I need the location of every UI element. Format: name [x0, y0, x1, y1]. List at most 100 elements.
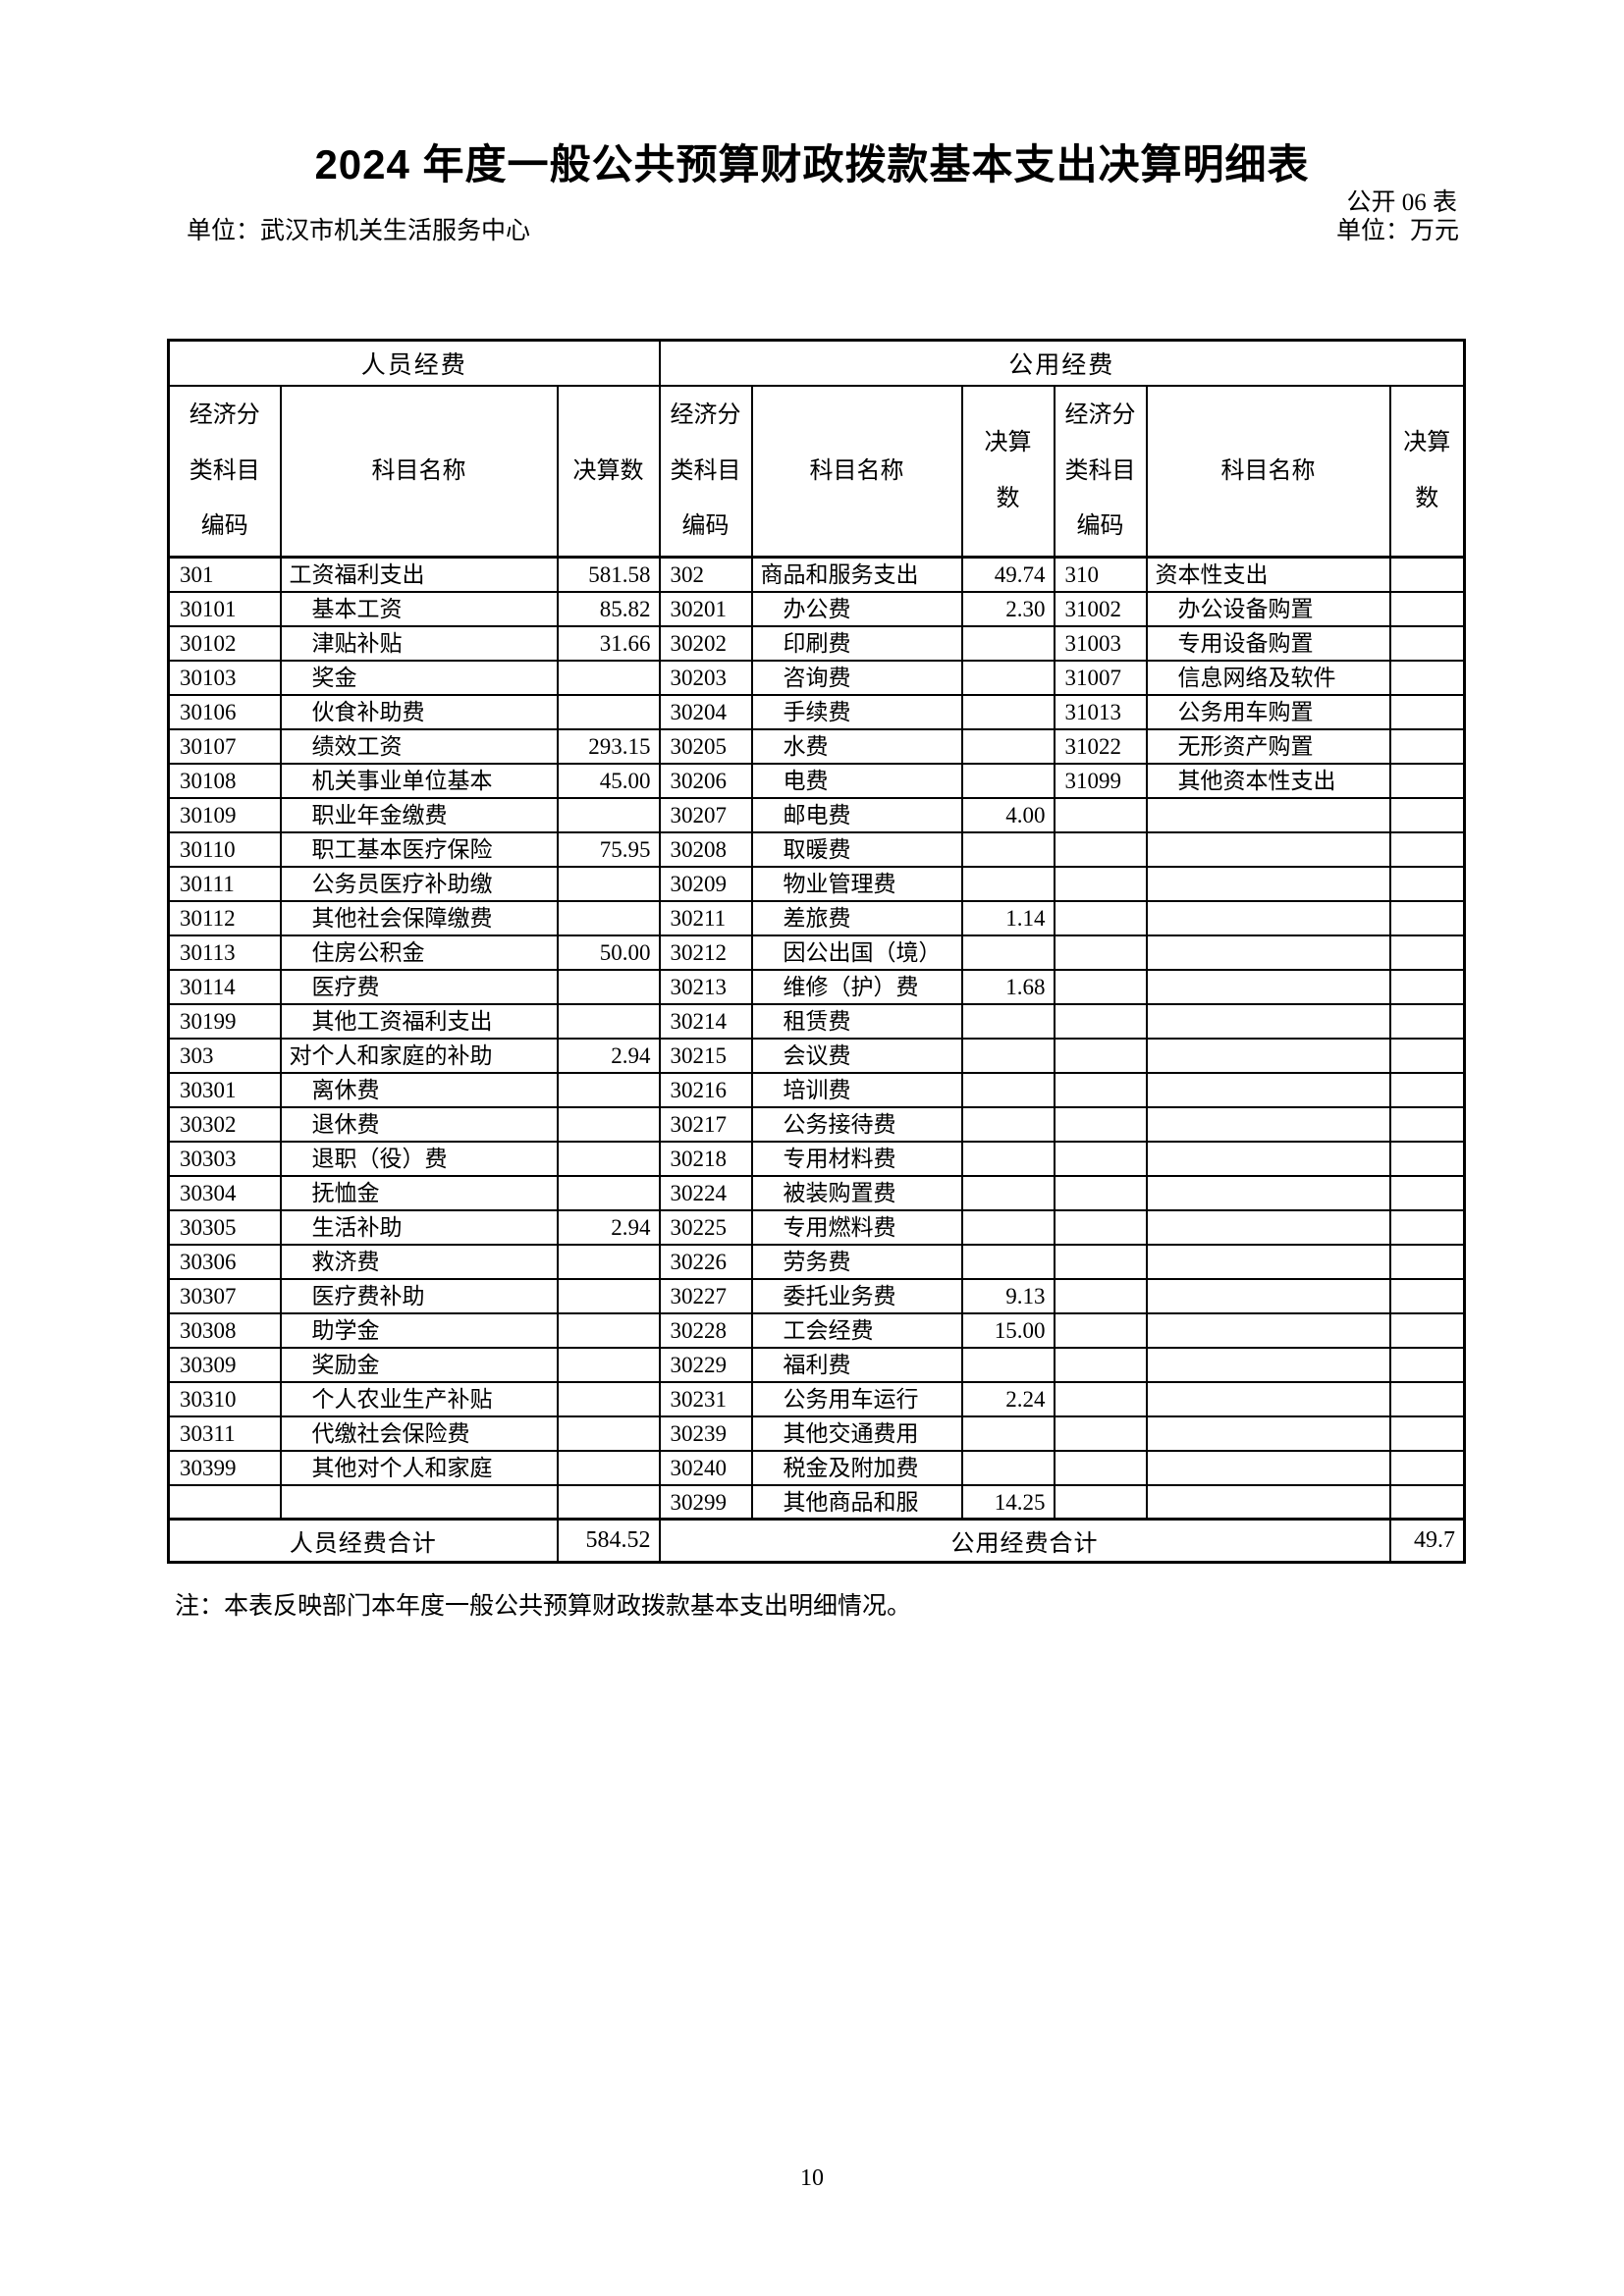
value-cell [556, 1449, 661, 1486]
value-cell [1388, 1105, 1466, 1143]
name-cell [1145, 796, 1391, 833]
name-cell: 被装购置费 [750, 1174, 963, 1211]
code-cell [1053, 830, 1148, 868]
value-cell [960, 1449, 1056, 1486]
name-cell: 维修（护）费 [750, 968, 963, 1005]
name-cell: 邮电费 [750, 796, 963, 833]
table-row: 30113 住房公积金 50.00 30212 因公出国（境） [167, 934, 1466, 971]
name-cell: 离休费 [279, 1071, 559, 1108]
name-cell: 委托业务费 [750, 1277, 963, 1314]
column-header-value-1: 决算数 [556, 384, 661, 559]
budget-table: 人员经费 公用经费 经济分 类科目 编码 科目名称 决算数 经济分 类科目 编码… [167, 339, 1467, 1564]
value-cell [960, 762, 1056, 799]
code-cell [1053, 1483, 1148, 1521]
code-cell: 30110 [167, 830, 282, 868]
table-row: 30304 抚恤金 30224 被装购置费 [167, 1174, 1466, 1211]
value-cell [1388, 1243, 1466, 1280]
name-cell: 无形资产购置 [1145, 727, 1391, 765]
value-cell [960, 934, 1056, 971]
table-row: 30114 医疗费 30213 维修（护）费 1.68 [167, 968, 1466, 1005]
code-cell: 31002 [1053, 590, 1148, 627]
name-cell: 商品和服务支出 [750, 556, 963, 593]
name-cell: 津贴补贴 [279, 624, 559, 662]
name-cell: 办公费 [750, 590, 963, 627]
code-cell: 30206 [658, 762, 753, 799]
value-cell [960, 1174, 1056, 1211]
name-cell: 工会经费 [750, 1311, 963, 1349]
name-cell: 租赁费 [750, 1002, 963, 1040]
value-cell [1388, 1037, 1466, 1074]
value-cell [960, 1105, 1056, 1143]
value-cell [1388, 727, 1466, 765]
value-cell: 581.58 [556, 556, 661, 593]
code-cell: 31013 [1053, 693, 1148, 730]
page-title: 2024 年度一般公共预算财政拨款基本支出决算明细表 [314, 141, 1310, 187]
table-row: 30311 代缴社会保险费 30239 其他交通费用 [167, 1415, 1466, 1452]
code-cell [1053, 1277, 1148, 1314]
name-cell: 咨询费 [750, 659, 963, 696]
table-row: 30108 机关事业单位基本 45.00 30206 电费 31099 其他资本性支出 [167, 762, 1466, 799]
name-cell: 信息网络及软件 [1145, 659, 1391, 696]
name-cell: 公务接待费 [750, 1105, 963, 1143]
name-cell: 公务用车运行 [750, 1380, 963, 1417]
name-cell: 伙食补助费 [279, 693, 559, 730]
value-cell [556, 1174, 661, 1211]
code-cell: 30299 [658, 1483, 753, 1521]
value-cell [960, 865, 1056, 902]
name-cell [1145, 830, 1391, 868]
code-cell: 310 [1053, 556, 1148, 593]
name-cell [1145, 1415, 1391, 1452]
value-cell [960, 1243, 1056, 1280]
code-cell: 30227 [658, 1277, 753, 1314]
code-cell: 30231 [658, 1380, 753, 1417]
name-cell: 退休费 [279, 1105, 559, 1143]
name-cell: 劳务费 [750, 1243, 963, 1280]
unit-row: 单位：武汉市机关生活服务中心 单位：万元 [187, 211, 1459, 246]
table-row: 30107 绩效工资 293.15 30205 水费 31022 无形资产购置 [167, 727, 1466, 765]
code-cell: 30240 [658, 1449, 753, 1486]
code-cell [1053, 1140, 1148, 1177]
value-cell [960, 1346, 1056, 1383]
value-cell [1388, 899, 1466, 936]
code-cell: 30205 [658, 727, 753, 765]
code-cell: 301 [167, 556, 282, 593]
value-cell [960, 1071, 1056, 1108]
value-cell [556, 659, 661, 696]
name-cell [1145, 1105, 1391, 1143]
code-cell: 30311 [167, 1415, 282, 1452]
value-cell: 2.94 [556, 1037, 661, 1074]
value-cell [1388, 693, 1466, 730]
public-total-value: 49.7 [1388, 1518, 1466, 1564]
name-cell [1145, 1071, 1391, 1108]
value-cell [556, 968, 661, 1005]
name-cell: 个人农业生产补贴 [279, 1380, 559, 1417]
code-cell: 30301 [167, 1071, 282, 1108]
code-cell: 30114 [167, 968, 282, 1005]
name-cell [1145, 1346, 1391, 1383]
group-header-row: 人员经费 公用经费 [167, 339, 1466, 387]
name-cell: 培训费 [750, 1071, 963, 1108]
name-cell: 办公设备购置 [1145, 590, 1391, 627]
code-cell [1053, 1037, 1148, 1074]
name-cell: 专用设备购置 [1145, 624, 1391, 662]
code-cell [1053, 1071, 1148, 1108]
value-cell [556, 1105, 661, 1143]
code-cell: 30202 [658, 624, 753, 662]
column-header-code-1: 经济分 类科目 编码 [167, 384, 282, 559]
code-cell [1053, 968, 1148, 1005]
table-row: 30103 奖金 30203 咨询费 31007 信息网络及软件 [167, 659, 1466, 696]
name-cell: 公务员医疗补助缴 [279, 865, 559, 902]
value-cell [1388, 1311, 1466, 1349]
code-cell: 30212 [658, 934, 753, 971]
code-cell: 30111 [167, 865, 282, 902]
name-cell [1145, 1311, 1391, 1349]
code-cell: 30309 [167, 1346, 282, 1383]
value-cell [1388, 1140, 1466, 1177]
value-cell [556, 1140, 661, 1177]
value-cell [1388, 1208, 1466, 1246]
code-cell: 30109 [167, 796, 282, 833]
name-cell: 专用材料费 [750, 1140, 963, 1177]
personnel-total-label: 人员经费合计 [167, 1518, 559, 1564]
code-cell: 30207 [658, 796, 753, 833]
total-row: 人员经费合计 584.52 公用经费合计 49.7 [167, 1518, 1466, 1564]
